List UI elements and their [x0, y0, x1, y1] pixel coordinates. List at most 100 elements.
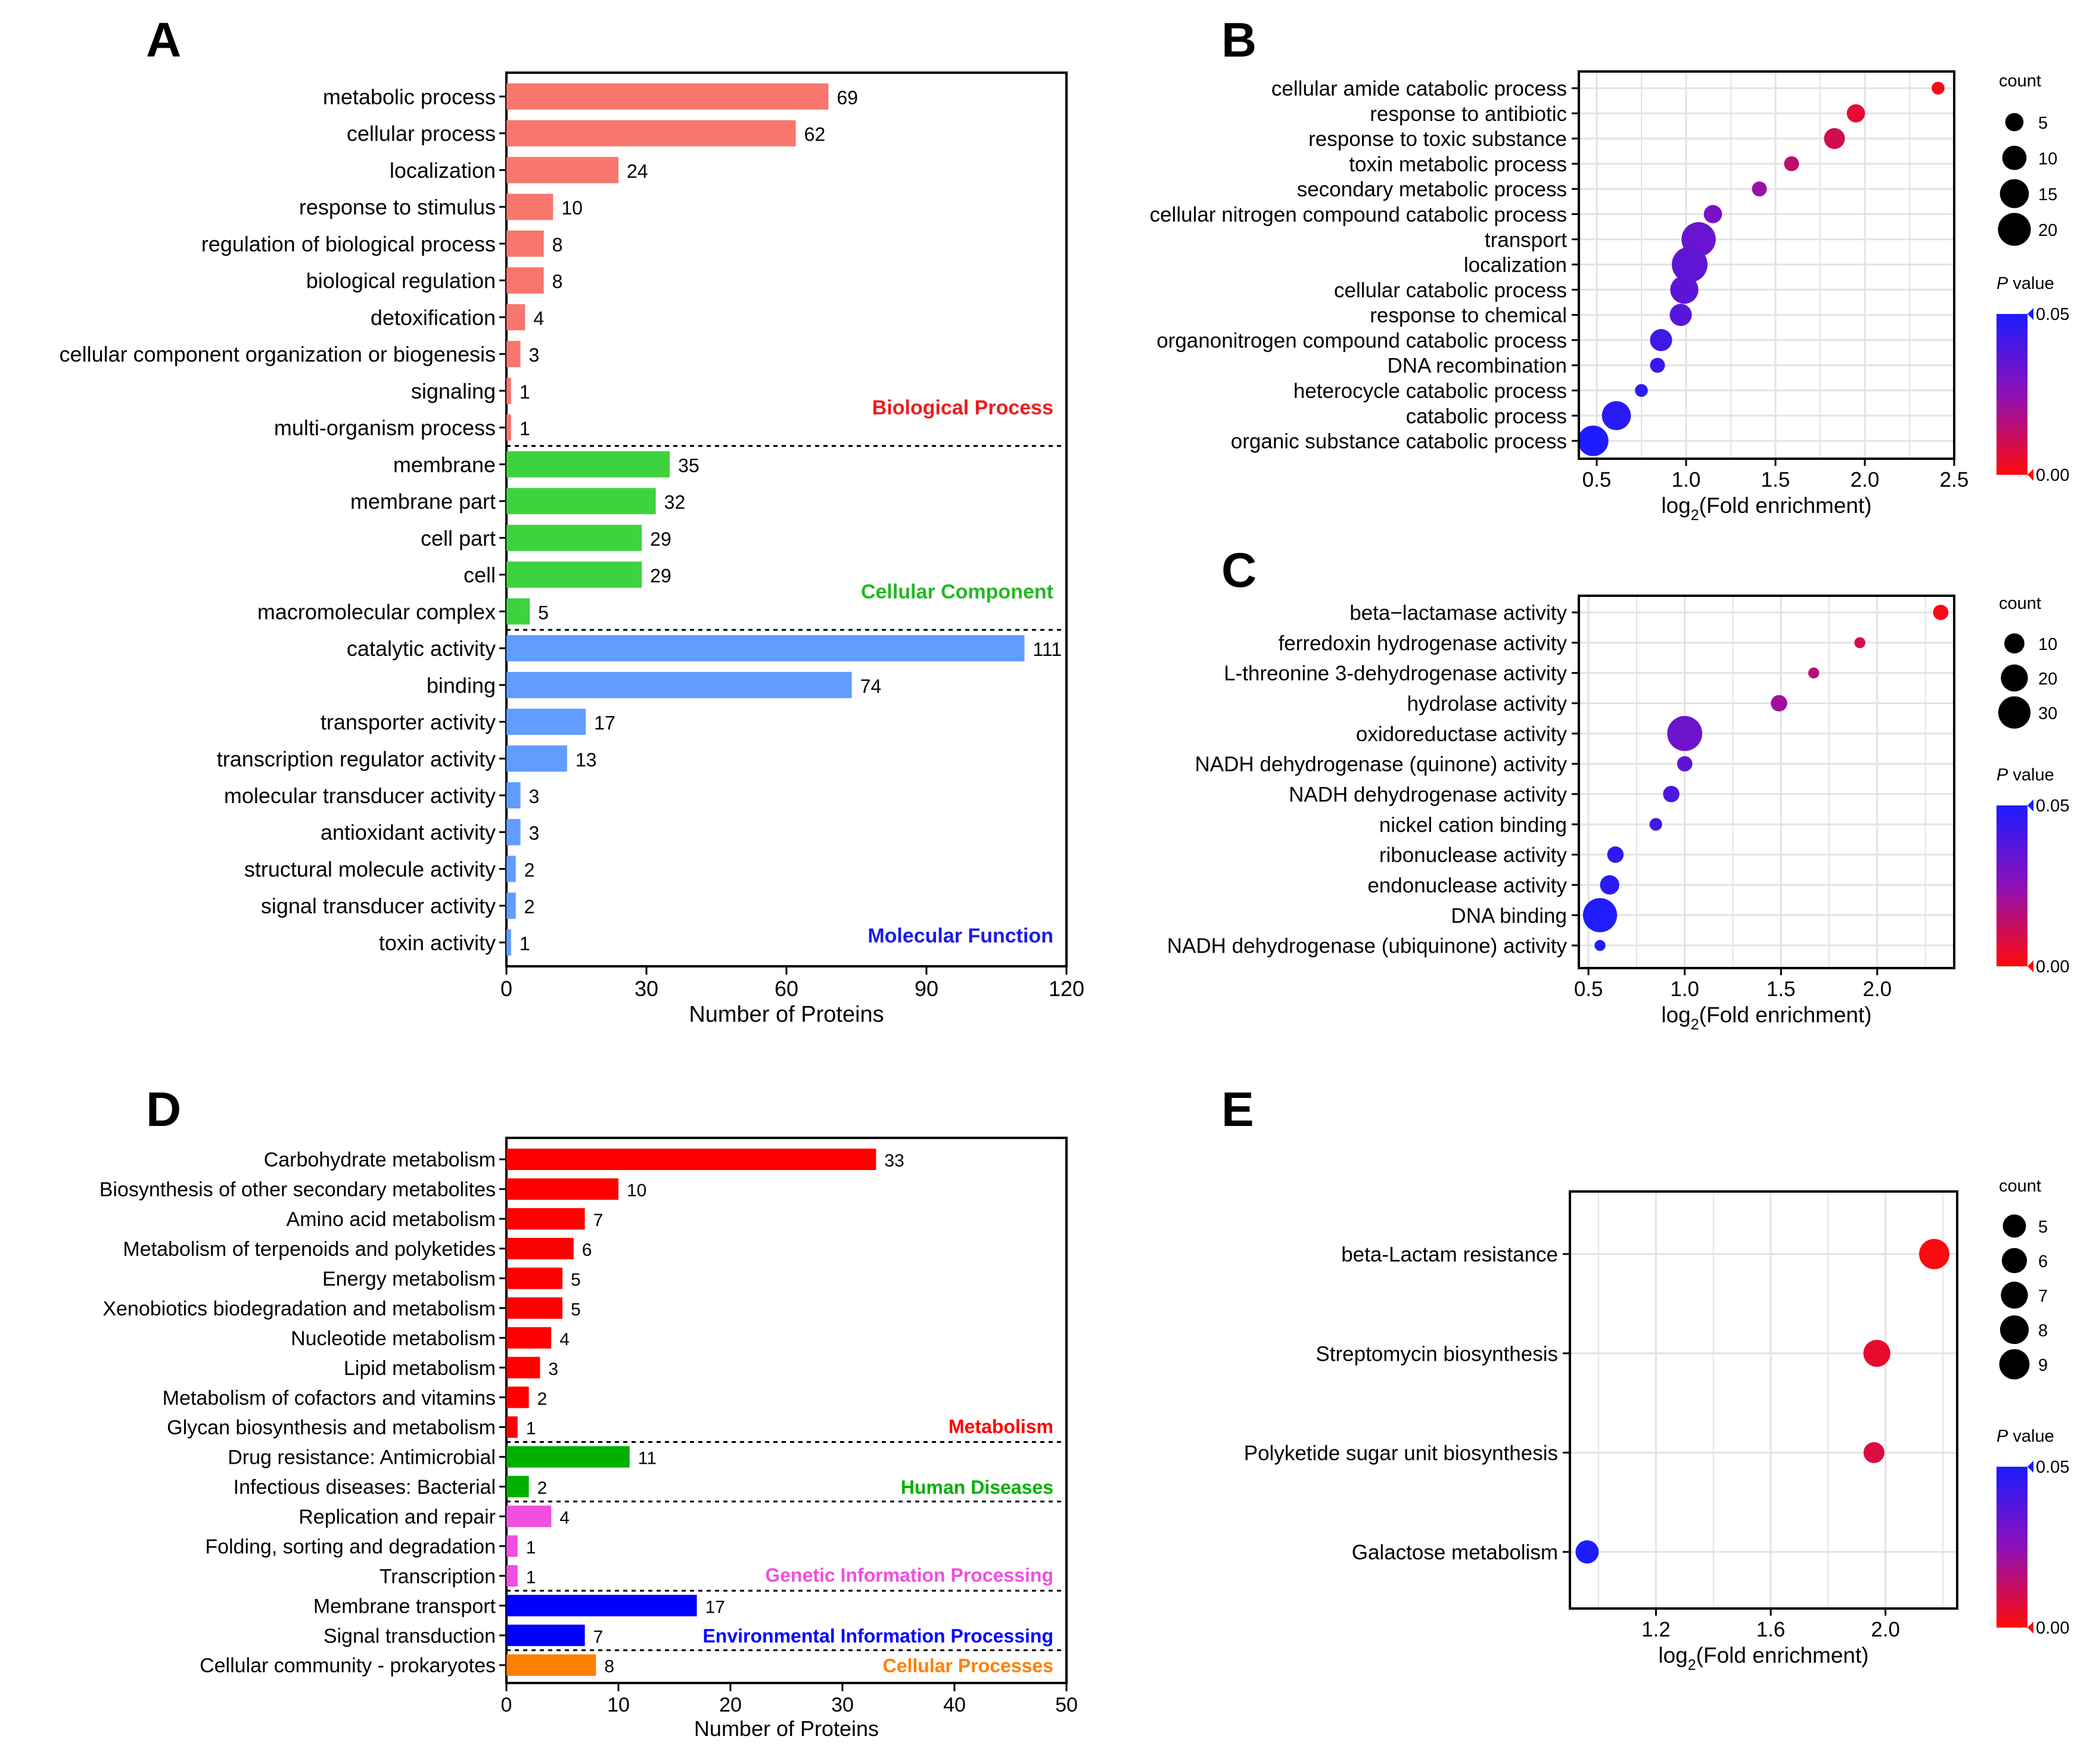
bar [506, 598, 530, 625]
plot-frame [505, 1137, 1068, 1684]
bubble [1752, 181, 1767, 197]
bar-value-label: 29 [650, 528, 671, 550]
bubble [1578, 425, 1609, 456]
bubble [1601, 401, 1631, 431]
bubble [1582, 898, 1618, 932]
bar-value-label: 3 [529, 786, 540, 807]
term-label: DNA binding [1451, 904, 1567, 928]
bar [506, 1386, 529, 1408]
size-legend-label: 6 [2038, 1252, 2048, 1271]
category-label: Glycan biosynthesis and metabolism [167, 1417, 496, 1439]
x-tick-label: 0 [500, 976, 512, 1001]
bar-value-label: 32 [664, 491, 686, 513]
size-legend-marker [2001, 1281, 2028, 1309]
category-label: catalytic activity [347, 636, 496, 661]
size-legend-title: count [1999, 71, 2041, 91]
term-label: ferredoxin hydrogenase activity [1279, 631, 1568, 655]
bubble [1863, 1340, 1890, 1367]
bubble [1919, 1239, 1949, 1270]
category-label: transcription regulator activity [217, 746, 496, 771]
size-legend-marker [2004, 633, 2025, 654]
term-label: response to toxic substance [1308, 127, 1567, 151]
bar [506, 341, 521, 368]
category-label: antioxidant activity [321, 820, 496, 845]
category-label: cell [464, 563, 496, 587]
size-legend-label: 5 [2038, 1218, 2048, 1237]
x-tick-label: 0 [501, 1694, 512, 1716]
size-legend-label: 20 [2038, 221, 2057, 240]
size-legend-marker [2001, 664, 2028, 692]
category-label: Carbohydrate metabolism [264, 1149, 496, 1171]
category-label: detoxification [371, 305, 496, 329]
bar [506, 1327, 552, 1349]
bar [506, 561, 642, 588]
bubble [1824, 128, 1845, 150]
bar [506, 782, 521, 809]
term-label: response to antibiotic [1370, 102, 1567, 126]
bar-value-label: 11 [638, 1449, 657, 1469]
bubble [1669, 304, 1692, 326]
category-label: Membrane transport [313, 1595, 496, 1617]
color-legend-min-label: 0.00 [2036, 1619, 2069, 1638]
term-label: cellular amide catabolic process [1271, 77, 1567, 101]
bar [506, 1416, 518, 1438]
bar-value-label: 1 [520, 418, 530, 440]
bar [506, 524, 642, 551]
bar-value-label: 2 [537, 1389, 548, 1409]
size-legend-label: 8 [2038, 1321, 2048, 1340]
bar [506, 708, 586, 735]
term-label: beta-Lactam resistance [1341, 1243, 1558, 1267]
x-axis-title: log2(Fold enrichment) [1658, 1643, 1868, 1673]
size-legend-marker [2002, 1214, 2026, 1238]
bar [506, 304, 525, 331]
color-legend-tick-top [2027, 308, 2033, 320]
x-tick-label: 30 [831, 1694, 854, 1716]
group-label: Metabolism [949, 1415, 1053, 1437]
term-label: NADH dehydrogenase (quinone) activity [1195, 753, 1568, 776]
bubble [1672, 247, 1708, 282]
x-tick-label: 60 [775, 976, 798, 1001]
category-label: Folding, sorting and degradation [205, 1535, 496, 1558]
bar [506, 855, 516, 882]
category-label: Replication and repair [298, 1506, 496, 1529]
bar [506, 83, 829, 110]
bar-value-label: 4 [533, 307, 544, 329]
color-legend-tick-top [2027, 799, 2033, 811]
term-label: Streptomycin biosynthesis [1316, 1342, 1558, 1365]
bar-value-label: 4 [559, 1330, 570, 1349]
x-axis-title: log2(Fold enrichment) [1661, 1003, 1871, 1033]
group-label: Biological Process [872, 397, 1053, 419]
x-tick-label: 2.0 [1871, 1618, 1900, 1641]
size-legend-label: 9 [2038, 1356, 2048, 1375]
bar-value-label: 1 [520, 933, 530, 954]
bar [506, 819, 521, 845]
bar [506, 1446, 630, 1468]
category-label: localization [390, 158, 496, 182]
term-label: oxidoreductase activity [1356, 723, 1568, 746]
term-label: transport [1485, 228, 1567, 251]
bar-value-label: 3 [529, 823, 540, 844]
bar-value-label: 1 [520, 381, 530, 403]
color-legend-tick-top [2027, 1461, 2033, 1473]
bar-value-label: 2 [524, 859, 535, 881]
category-label: regulation of biological process [201, 232, 496, 256]
size-legend-title: count [1999, 1177, 2041, 1196]
category-label: binding [427, 673, 496, 698]
color-legend-bar [1997, 314, 2027, 475]
size-legend-marker [1999, 1315, 2029, 1345]
bubble [1670, 275, 1699, 304]
x-tick-label: 40 [943, 1694, 966, 1716]
panel-c-mf-enrichment-chart: beta−lactamase activity ferredoxin hydrog… [1167, 594, 2070, 1033]
size-legend-marker [1999, 179, 2029, 209]
size-legend-marker [2002, 145, 2027, 170]
x-tick-label: 2.0 [1851, 468, 1880, 491]
x-tick-label: 90 [915, 976, 938, 1001]
x-tick-label: 30 [635, 976, 658, 1001]
bar [506, 1535, 518, 1557]
category-label: Amino acid metabolism [287, 1208, 496, 1231]
category-label: cell part [421, 526, 496, 550]
bar-value-label: 5 [571, 1300, 581, 1320]
bar [506, 451, 670, 478]
plot-frame [1569, 1190, 1958, 1610]
